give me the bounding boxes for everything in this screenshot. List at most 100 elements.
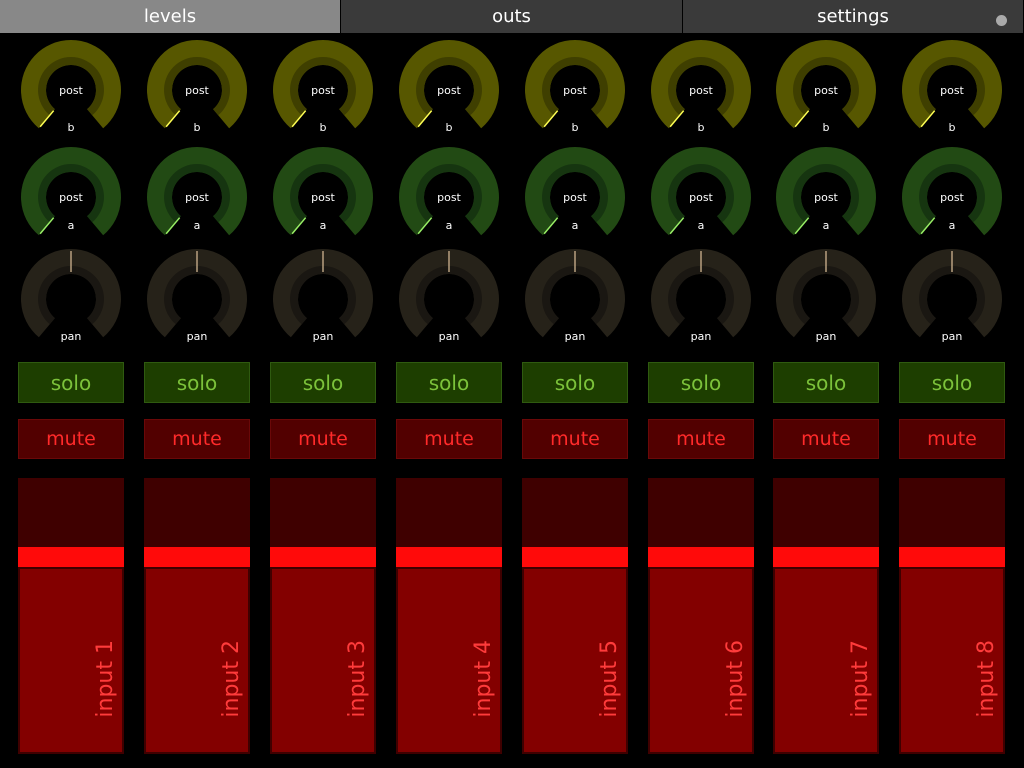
send-b-knob[interactable]: post b	[775, 39, 877, 141]
send-a-knob[interactable]: post a	[650, 146, 752, 248]
tab-settings[interactable]: settings	[683, 0, 1024, 33]
fader-level-fill	[270, 567, 376, 754]
send-b-name-label: b	[67, 121, 75, 134]
send-b-name-label: b	[822, 121, 830, 134]
send-a-knob-inner-ring	[164, 164, 230, 223]
pan-knob[interactable]: pan	[650, 248, 752, 350]
send-b-name-label: b	[319, 121, 327, 134]
fader-handle[interactable]	[899, 547, 1005, 567]
send-b-knob[interactable]: post b	[272, 39, 374, 141]
send-b-knob[interactable]: post b	[901, 39, 1003, 141]
send-a-knob-inner-ring	[919, 164, 985, 223]
pan-knob[interactable]: pan	[20, 248, 122, 350]
solo-button[interactable]: solo	[396, 362, 502, 403]
channel-name-label: input 2	[219, 640, 244, 718]
channel-name-label: input 1	[93, 640, 118, 718]
send-a-mode-label: post	[689, 191, 713, 204]
fader-level-fill	[899, 567, 1005, 754]
pan-knob[interactable]: pan	[272, 248, 374, 350]
fader-handle[interactable]	[522, 547, 628, 567]
send-a-knob[interactable]: post a	[272, 146, 374, 248]
send-b-knob[interactable]: post b	[524, 39, 626, 141]
send-b-knob-indicator	[920, 110, 936, 128]
send-a-name-label: a	[445, 219, 453, 232]
tab-bar: levels outs settings	[0, 0, 1024, 33]
fader-level-fill	[648, 567, 754, 754]
volume-fader[interactable]: input 2	[144, 478, 250, 754]
mute-button[interactable]: mute	[899, 419, 1005, 459]
mute-button[interactable]: mute	[522, 419, 628, 459]
fader-level-fill	[396, 567, 502, 754]
volume-fader[interactable]: input 4	[396, 478, 502, 754]
send-a-knob[interactable]: post a	[524, 146, 626, 248]
solo-button[interactable]: solo	[899, 362, 1005, 403]
send-a-knob-inner-ring	[38, 164, 105, 223]
volume-fader[interactable]: input 6	[648, 478, 754, 754]
send-a-knob[interactable]: post a	[146, 146, 248, 248]
send-b-knob-inner-ring	[416, 57, 482, 116]
fader-level-fill	[773, 567, 879, 754]
solo-button[interactable]: solo	[648, 362, 754, 403]
mute-button[interactable]: mute	[773, 419, 879, 459]
solo-button[interactable]: solo	[773, 362, 879, 403]
volume-fader[interactable]: input 7	[773, 478, 879, 754]
send-b-name-label: b	[193, 121, 201, 134]
solo-button[interactable]: solo	[144, 362, 250, 403]
fader-handle[interactable]	[396, 547, 502, 567]
volume-fader[interactable]: input 8	[899, 478, 1005, 754]
send-a-knob[interactable]: post a	[775, 146, 877, 248]
mute-button[interactable]: mute	[648, 419, 754, 459]
send-b-knob-inner-ring	[668, 57, 734, 116]
volume-fader[interactable]: input 5	[522, 478, 628, 754]
send-b-knob[interactable]: post b	[398, 39, 500, 141]
pan-knob-inner-ring	[290, 266, 356, 325]
pan-knob[interactable]: pan	[775, 248, 877, 350]
channel-name-label: input 5	[597, 640, 622, 718]
solo-button[interactable]: solo	[270, 362, 376, 403]
mute-button[interactable]: mute	[270, 419, 376, 459]
fader-handle[interactable]	[270, 547, 376, 567]
mute-button[interactable]: mute	[396, 419, 502, 459]
pan-knob-inner-ring	[919, 266, 985, 325]
send-b-mode-label: post	[59, 84, 83, 97]
send-a-knob-inner-ring	[542, 164, 608, 223]
volume-fader[interactable]: input 3	[270, 478, 376, 754]
solo-button[interactable]: solo	[522, 362, 628, 403]
mute-button[interactable]: mute	[144, 419, 250, 459]
send-b-name-label: b	[697, 121, 705, 134]
send-a-knob[interactable]: post a	[901, 146, 1003, 248]
pan-knob[interactable]: pan	[901, 248, 1003, 350]
fader-handle[interactable]	[773, 547, 879, 567]
channel-name-label: input 7	[848, 640, 873, 718]
pan-knob[interactable]: pan	[524, 248, 626, 350]
send-a-knob[interactable]: post a	[20, 146, 122, 248]
mute-button[interactable]: mute	[18, 419, 124, 459]
send-b-knob-indicator	[543, 110, 559, 128]
send-a-knob-indicator	[165, 217, 181, 235]
send-a-mode-label: post	[311, 191, 335, 204]
solo-button[interactable]: solo	[18, 362, 124, 403]
send-b-mode-label: post	[311, 84, 335, 97]
channel-strip-5: post b post a pan solo mute input 5	[522, 33, 628, 768]
pan-knob[interactable]: pan	[398, 248, 500, 350]
pan-knob-inner-ring	[793, 266, 859, 325]
channel-name-label: input 8	[974, 640, 999, 718]
pan-knob[interactable]: pan	[146, 248, 248, 350]
pan-label: pan	[312, 330, 334, 343]
send-b-knob[interactable]: post b	[20, 39, 122, 141]
fader-level-fill	[18, 567, 124, 754]
tab-outs[interactable]: outs	[341, 0, 683, 33]
send-a-knob-inner-ring	[290, 164, 356, 223]
send-b-knob-indicator	[794, 110, 810, 128]
fader-handle[interactable]	[18, 547, 124, 567]
fader-handle[interactable]	[648, 547, 754, 567]
volume-fader[interactable]: input 1	[18, 478, 124, 754]
send-a-knob[interactable]: post a	[398, 146, 500, 248]
tab-levels[interactable]: levels	[0, 0, 341, 33]
send-a-knob-indicator	[291, 217, 307, 235]
send-b-knob[interactable]: post b	[146, 39, 248, 141]
send-a-mode-label: post	[563, 191, 587, 204]
fader-handle[interactable]	[144, 547, 250, 567]
pan-label: pan	[564, 330, 586, 343]
send-b-knob[interactable]: post b	[650, 39, 752, 141]
